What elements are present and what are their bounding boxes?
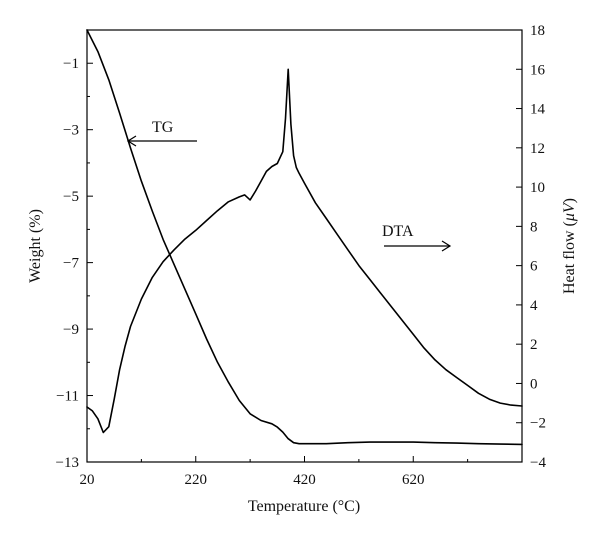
tg-annotation: TG	[126, 119, 197, 147]
x-axis-ticks: 20 220 420 620	[80, 456, 469, 488]
dta-annotation: DTA	[382, 223, 452, 252]
y-right-tick-label: 8	[530, 219, 538, 235]
x-tick-label: 620	[402, 472, 425, 488]
x-axis-title: Temperature (°C)	[248, 498, 360, 515]
y-right-tick-label: −4	[530, 455, 546, 471]
tg-arrow-head	[126, 135, 137, 147]
plot-frame	[86, 29, 523, 463]
y-left-tick-label: −3	[63, 123, 79, 139]
y-right-tick-label: −2	[530, 416, 546, 432]
y-right-tick-label: 2	[530, 337, 538, 353]
tg-label: TG	[152, 119, 174, 136]
y-left-tick-label: −11	[56, 389, 79, 405]
y-right-tick-label: 16	[530, 62, 546, 78]
dta-arrow-head	[441, 240, 452, 252]
tg-curve	[86, 29, 523, 446]
y-right-axis-title-unit: μV	[561, 201, 578, 222]
dta-label: DTA	[382, 223, 414, 240]
y-right-tick-label: 0	[530, 376, 538, 392]
y-right-tick-label: 18	[530, 23, 545, 39]
y-left-tick-label: −9	[63, 322, 79, 338]
y-right-tick-label: 10	[530, 180, 545, 196]
y-left-tick-label: −7	[63, 256, 79, 272]
y-left-tick-label: −13	[56, 455, 79, 471]
y-left-tick-label: −1	[63, 56, 79, 72]
y-right-axis-title-suffix: )	[561, 198, 578, 203]
x-tick-label: 20	[80, 472, 95, 488]
dta-curve	[86, 68, 523, 434]
y-left-axis-ticks: −1 −3 −5 −7 −9 −11 −13	[56, 29, 93, 471]
y-right-axis-title-prefix: Heat flow (	[561, 221, 578, 294]
y-right-tick-label: 12	[530, 141, 545, 157]
y-left-tick-label: −5	[63, 189, 79, 205]
y-left-axis-title: Weight (%)	[27, 209, 44, 283]
y-right-tick-label: 14	[530, 102, 546, 118]
y-right-tick-label: 6	[530, 259, 538, 275]
y-right-axis-title: Heat flow (μV)	[561, 198, 578, 294]
x-tick-label: 420	[293, 472, 316, 488]
y-right-axis-ticks: 18 16 14 12 10 8 6 4 2 0 −2 −4	[516, 23, 546, 471]
series-group	[86, 29, 523, 446]
x-tick-label: 220	[185, 472, 208, 488]
y-right-tick-label: 4	[530, 298, 538, 314]
